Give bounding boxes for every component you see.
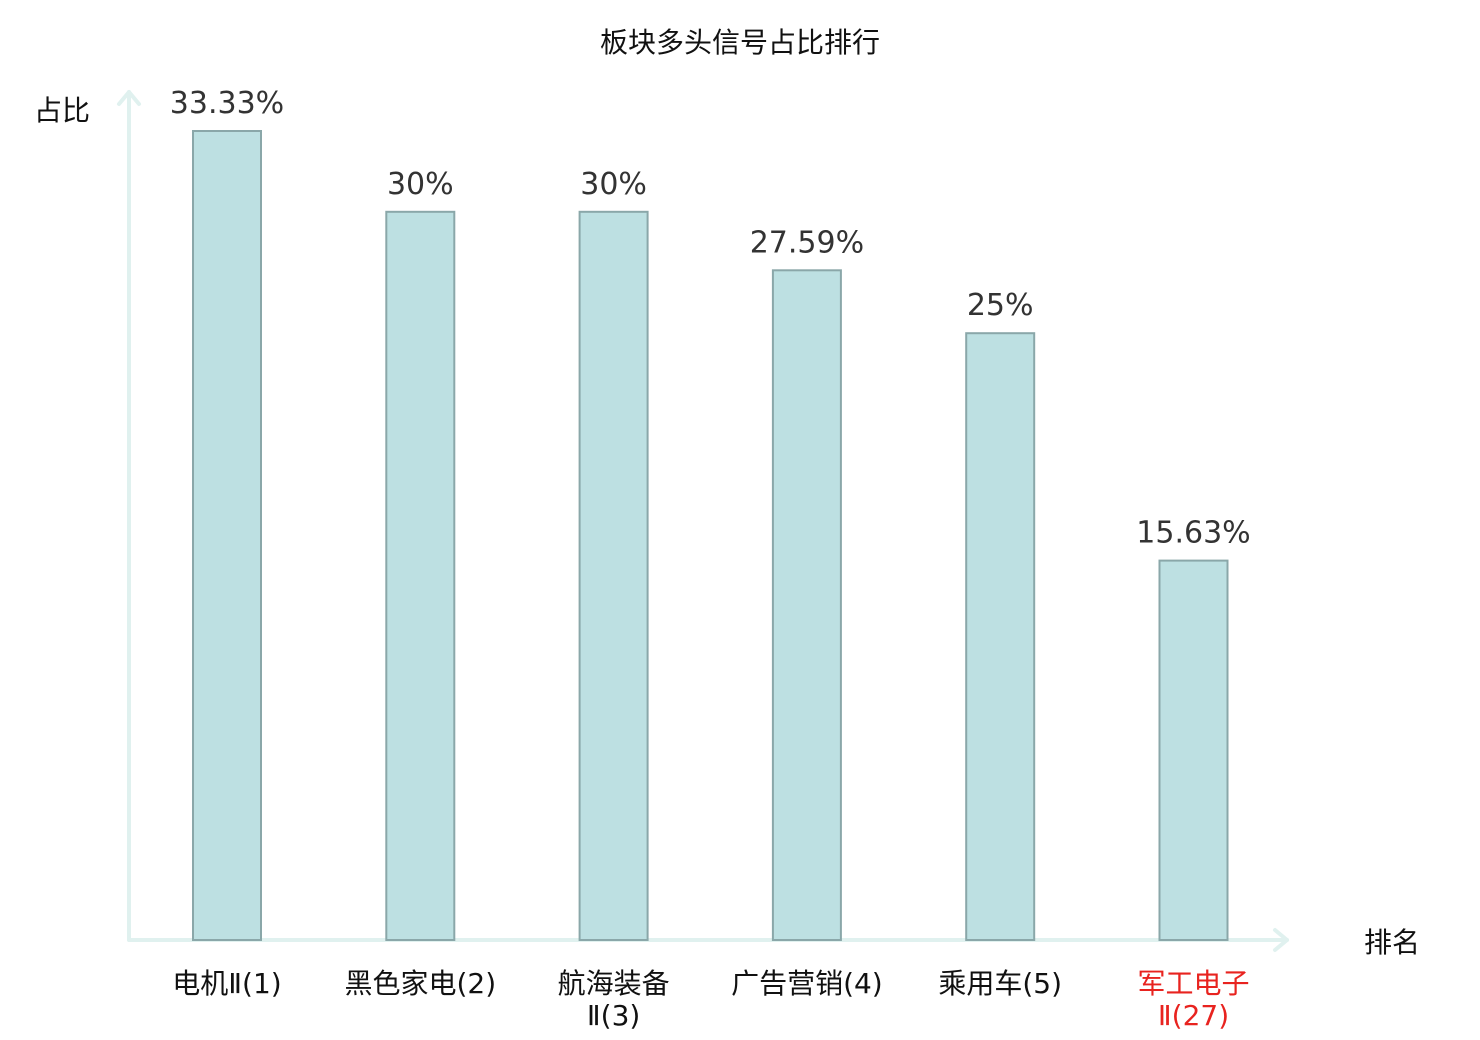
- category-label: 电机Ⅱ(1): [172, 967, 281, 1000]
- x-axis-arrow-icon: [1273, 928, 1289, 952]
- category-label: 广告营销(4): [731, 967, 883, 1000]
- category-label: 乘用车(5): [938, 967, 1062, 1000]
- value-label: 27.59%: [750, 225, 864, 260]
- bar: [1158, 559, 1229, 941]
- value-label: 30%: [580, 167, 647, 202]
- category-label: 军工电子: [1137, 967, 1249, 1000]
- value-labels-group: 33.33% 30% 30% 27.59% 25% 15.63%: [170, 86, 1251, 551]
- y-axis-arrow-icon: [117, 90, 141, 106]
- bar: [771, 269, 842, 941]
- value-label: 25%: [967, 288, 1034, 323]
- value-label: 30%: [387, 167, 454, 202]
- category-label: 黑色家电(2): [344, 967, 496, 1000]
- category-label: Ⅱ(27): [1158, 999, 1229, 1032]
- x-axis-label: 排名: [1364, 926, 1420, 959]
- bar: [578, 210, 649, 942]
- bars-group: [192, 130, 1229, 942]
- bar: [965, 332, 1036, 941]
- category-label: 航海装备: [558, 967, 670, 1000]
- y-axis-label: 占比: [34, 94, 90, 127]
- bar: [385, 210, 456, 942]
- category-label: Ⅱ(3): [587, 999, 640, 1032]
- chart-title: 板块多头信号占比排行: [600, 26, 880, 59]
- bar: [192, 130, 262, 941]
- value-label: 33.33%: [170, 86, 284, 121]
- value-label: 15.63%: [1136, 516, 1250, 551]
